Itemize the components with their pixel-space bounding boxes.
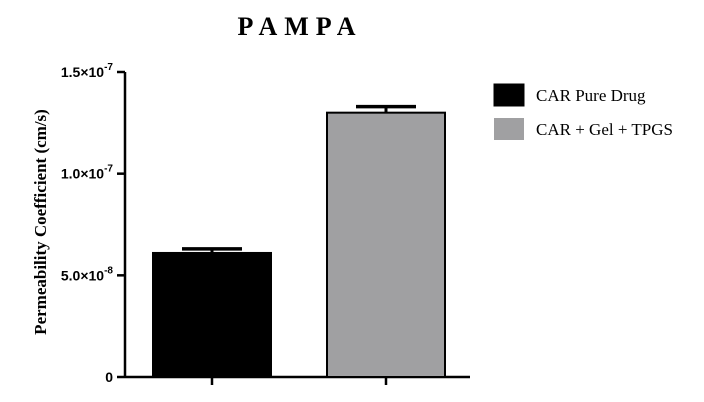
y-tick-label: 5.0×10-8: [61, 265, 114, 283]
y-axis-ticks: 0 5.0×10-8 1.0×10-7 1.5×10-7: [61, 62, 125, 385]
legend: CAR Pure Drug CAR + Gel + TPGS: [493, 83, 673, 140]
y-tick-label: 0: [105, 369, 113, 385]
legend-swatch: [493, 83, 525, 107]
bar: [326, 111, 446, 379]
legend-swatch: [494, 118, 524, 140]
legend-label: CAR + Gel + TPGS: [536, 120, 673, 139]
y-tick-label: 1.5×10-7: [61, 62, 114, 80]
legend-label: CAR Pure Drug: [536, 86, 646, 105]
bar: [152, 251, 272, 378]
y-axis-label: Permeability Coefficient (cm/s): [31, 109, 50, 335]
chart-title: PAMPA: [238, 12, 363, 41]
y-tick-label: 1.0×10-7: [61, 164, 114, 182]
bars: [152, 104, 446, 385]
